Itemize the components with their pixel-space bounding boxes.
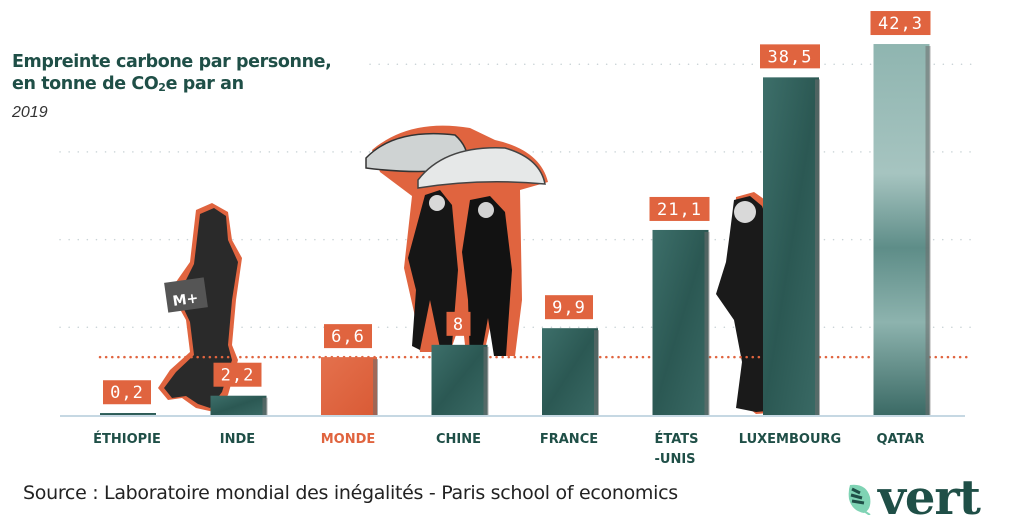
bar xyxy=(210,395,267,415)
bar xyxy=(542,328,598,415)
value-label: 6,6 xyxy=(331,327,365,347)
bar-shadow xyxy=(925,46,931,416)
category-label: -UNIS xyxy=(655,452,696,467)
value-label-box xyxy=(213,362,262,387)
person-with-bag-illustration: M+ xyxy=(158,203,242,412)
chart-title-line1: Empreinte carbone par personne, xyxy=(12,52,332,72)
category-label: QATAR xyxy=(876,432,924,447)
bar-shadow xyxy=(704,231,710,415)
title-text-post: e par an xyxy=(165,74,244,94)
category-label: MONDE xyxy=(321,432,376,447)
title-subscript: 2 xyxy=(158,81,166,94)
bar-shadow xyxy=(373,359,378,415)
bar-chart: M+ 0,2 2,2 6,6 8 9,9 21,1 38,5 42,3 ÉTHIOPIE IND… xyxy=(59,11,974,467)
value-label-box xyxy=(760,44,820,69)
value-labels: 0,2 2,2 6,6 8 9,9 21,1 38,5 42,3 xyxy=(103,11,931,405)
value-label-box xyxy=(324,324,372,349)
bar xyxy=(321,357,377,415)
title-text-pre: en tonne de CO xyxy=(12,74,159,94)
bar xyxy=(100,413,156,415)
value-label: 42,3 xyxy=(878,14,923,34)
bar xyxy=(873,44,930,416)
svg-text:M+: M+ xyxy=(172,290,200,309)
logo-wordmark: vert xyxy=(878,470,981,526)
value-label-box xyxy=(545,295,593,320)
bar xyxy=(763,77,819,415)
category-labels: ÉTHIOPIE INDE MONDE CHINE FRANCE ÉTATS -UNIS LU… xyxy=(93,431,924,467)
value-label: 9,9 xyxy=(552,298,586,318)
value-label-box xyxy=(649,196,710,221)
bar-shadow xyxy=(262,397,268,415)
bar-shadow xyxy=(483,346,489,415)
source-note: Source : Laboratoire mondial des inégali… xyxy=(23,482,678,504)
value-label: 0,2 xyxy=(110,383,144,403)
bar xyxy=(652,229,709,415)
category-label: INDE xyxy=(220,432,255,447)
category-label: ÉTHIOPIE xyxy=(93,431,161,447)
leaf-icon xyxy=(848,484,871,515)
category-label: FRANCE xyxy=(540,432,598,447)
bars xyxy=(100,44,931,416)
chart-title-line2: en tonne de CO2e par an xyxy=(12,73,331,99)
chart-subtitle-year: 2019 xyxy=(12,104,48,121)
value-label-box xyxy=(870,11,931,36)
value-label: 21,1 xyxy=(657,200,702,220)
value-label: 2,2 xyxy=(221,366,255,386)
bar xyxy=(431,344,488,415)
chart-title: Empreinte carbone par personne, en tonne… xyxy=(12,51,332,99)
gridlines xyxy=(59,63,973,329)
value-label-box xyxy=(446,311,471,336)
category-label: ÉTATS xyxy=(655,431,699,447)
bar-shadow xyxy=(815,79,820,415)
category-label: LUXEMBOURG xyxy=(739,432,841,447)
category-label: CHINE xyxy=(436,432,481,447)
value-label: 38,5 xyxy=(768,47,813,67)
men-with-umbrellas-illustration xyxy=(365,125,548,372)
bar-shadow xyxy=(594,330,599,415)
value-label-box xyxy=(103,380,151,405)
value-label: 8 xyxy=(453,315,464,335)
vert-logo: vert xyxy=(846,470,981,526)
